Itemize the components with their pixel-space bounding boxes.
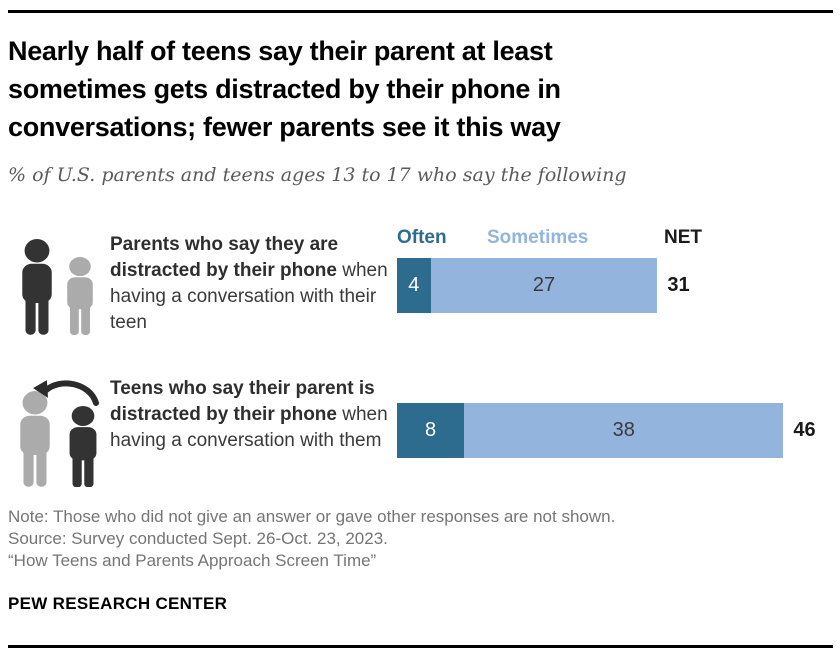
- report-title-line: “How Teens and Parents Approach Screen T…: [8, 551, 377, 570]
- bottom-rule: [8, 645, 833, 648]
- often-value-teens: 8: [425, 419, 437, 441]
- legend-label-often: Often: [397, 227, 447, 248]
- often-value-parents: 4: [408, 274, 420, 296]
- footer-notes: Note: Those who did not give an answer o…: [8, 506, 828, 572]
- row-label-teens-bold: Teens who say their parent is distracted…: [110, 378, 375, 425]
- sometimes-value-parents: 27: [532, 274, 556, 296]
- top-rule: [8, 10, 833, 13]
- row-label-parents: Parents who say they are distracted by t…: [110, 232, 388, 336]
- chart-title-line-3: conversations; fewer parents see it this…: [8, 112, 561, 142]
- often-segment: 8: [397, 403, 465, 458]
- chart-title: Nearly half of teens say their parent at…: [8, 32, 828, 146]
- row-label-parents-bold: Parents who say they are distracted by t…: [110, 234, 339, 281]
- note-line: Note: Those who did not give an answer o…: [8, 507, 616, 526]
- chart-subtitle: % of U.S. parents and teens ages 13 to 1…: [8, 164, 627, 186]
- row-label-teens-rest: when having a conversation with them: [110, 404, 388, 451]
- sometimes-segment: 27: [430, 258, 658, 313]
- row-label-teens: Teens who say their parent is distracted…: [110, 376, 388, 454]
- parents-with-teen-icon: [22, 239, 93, 335]
- row-label-parents-rest: when having a conversation with their te…: [110, 260, 388, 333]
- pew-research-center-wordmark: PEW RESEARCH CENTER: [8, 594, 228, 613]
- teen-pointing-at-parent-icon: [20, 380, 99, 487]
- bar-row-parents: 4 27 31: [397, 258, 690, 313]
- dark-parent-figure: [22, 239, 52, 335]
- bar-row-teens: 8 38 46: [397, 403, 816, 458]
- sometimes-value-teens: 38: [612, 419, 635, 441]
- sometimes-segment: 38: [464, 403, 784, 458]
- chart-title-line-1: Nearly half of teens say their parent at…: [8, 36, 553, 66]
- net-value-teens: 46: [793, 419, 816, 441]
- chart-title-line-2: sometimes gets distracted by their phone…: [8, 74, 561, 104]
- legend-label-sometimes: Sometimes: [487, 227, 589, 248]
- gray-teen-figure: [67, 257, 93, 335]
- gray-parent-figure: [20, 391, 50, 487]
- curved-arrow-icon: [33, 380, 99, 406]
- dark-teen-figure: [69, 406, 97, 487]
- source-line: Source: Survey conducted Sept. 26-Oct. 2…: [8, 529, 388, 548]
- legend-label-net: NET: [664, 227, 702, 248]
- often-segment: 4: [397, 258, 431, 313]
- net-value-parents: 31: [667, 274, 690, 296]
